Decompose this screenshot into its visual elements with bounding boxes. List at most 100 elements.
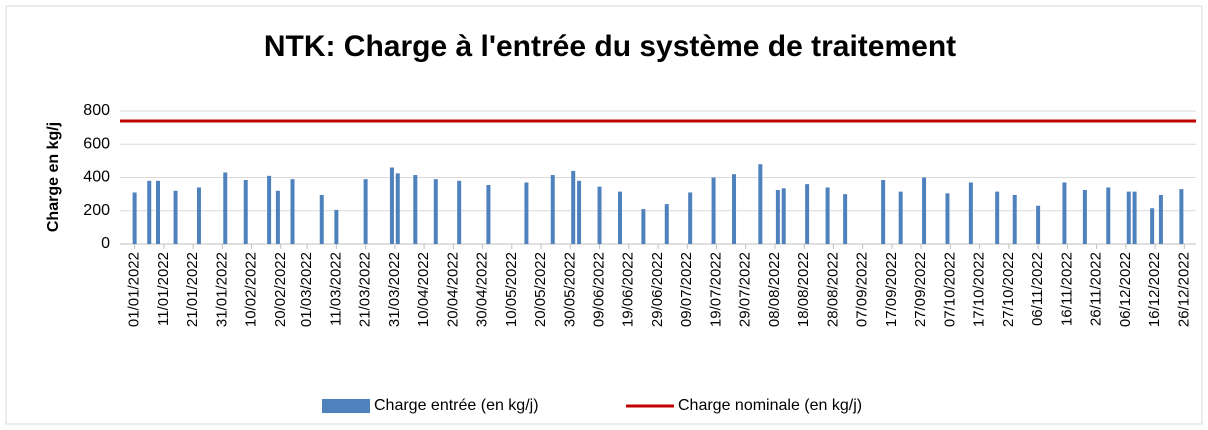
bar (775, 189, 780, 244)
bar (395, 173, 400, 244)
chart-title: NTK: Charge à l'entrée du système de tra… (264, 30, 956, 63)
x-tick-label: 16/11/2022 (1058, 252, 1075, 326)
x-tick-label: 10/04/2022 (415, 252, 432, 327)
x-tick-label: 30/04/2022 (474, 252, 491, 327)
bar (1062, 182, 1067, 244)
bar (1132, 191, 1137, 244)
bar (223, 172, 228, 244)
y-tick-label: 0 (101, 235, 110, 252)
y-axis-label: Charge en kg/j (45, 122, 62, 232)
x-tick-label: 01/01/2022 (126, 252, 143, 327)
bar (267, 175, 272, 244)
bar (1158, 194, 1163, 244)
x-tick-label: 21/01/2022 (184, 252, 201, 327)
bar (413, 175, 418, 244)
bar (290, 179, 295, 244)
bar (945, 193, 950, 244)
x-tick-label: 16/12/2022 (1146, 252, 1163, 327)
bar (457, 180, 462, 244)
x-tick-label: 10/05/2022 (503, 252, 520, 327)
bar (243, 179, 248, 244)
x-tick-label: 09/06/2022 (590, 252, 607, 327)
x-tick-label: 11/03/2022 (327, 252, 344, 326)
bar (805, 184, 810, 244)
x-tick-label: 17/09/2022 (883, 252, 900, 327)
bar (898, 191, 903, 244)
legend-swatch (322, 399, 370, 413)
bar (319, 194, 324, 244)
bar (156, 180, 161, 244)
legend-label: Charge nominale (en kg/j) (678, 397, 862, 414)
bar (843, 194, 848, 244)
x-tick-label: 19/06/2022 (620, 252, 637, 327)
bar (486, 184, 491, 244)
x-tick-label: 07/10/2022 (941, 252, 958, 327)
x-tick-label: 11/01/2022 (155, 252, 172, 326)
x-tick-label: 06/12/2022 (1117, 252, 1134, 327)
bar (711, 177, 716, 244)
x-tick-label: 09/07/2022 (678, 252, 695, 327)
legend-label: Charge entrée (en kg/j) (374, 397, 539, 414)
bar (922, 177, 927, 244)
x-tick-label: 30/05/2022 (561, 252, 578, 327)
bar (1106, 187, 1111, 244)
x-tick-label: 28/08/2022 (824, 252, 841, 327)
x-tick-label: 10/02/2022 (243, 252, 260, 327)
bar (641, 209, 646, 244)
bar (132, 192, 137, 244)
bar (173, 190, 178, 244)
bar (1082, 189, 1087, 244)
bar (389, 167, 394, 244)
bar (1179, 189, 1184, 244)
x-tick-label: 26/12/2022 (1175, 252, 1192, 327)
bar (664, 204, 669, 244)
x-tick-label: 21/03/2022 (357, 252, 374, 327)
bar (781, 188, 786, 244)
x-tick-label: 27/10/2022 (1000, 252, 1017, 327)
x-tick-label: 29/07/2022 (737, 252, 754, 327)
bar (825, 187, 830, 244)
bar (363, 179, 368, 244)
x-tick-label: 06/11/2022 (1029, 252, 1046, 326)
bar (1036, 205, 1041, 244)
x-tick-label: 18/08/2022 (795, 252, 812, 327)
y-tick-label: 600 (83, 135, 110, 152)
x-tick-label: 26/11/2022 (1088, 252, 1105, 326)
chart-frame (5, 5, 1203, 425)
bar (1150, 208, 1155, 244)
bar (550, 175, 555, 244)
bar (334, 209, 339, 244)
x-tick-label: 19/07/2022 (707, 252, 724, 327)
x-tick-label: 17/10/2022 (971, 252, 988, 327)
x-tick-label: 31/03/2022 (386, 252, 403, 327)
bar (1012, 194, 1017, 244)
bar (597, 186, 602, 244)
bar (275, 190, 280, 244)
bar (1126, 191, 1131, 244)
x-tick-label: 31/01/2022 (213, 252, 230, 327)
x-tick-label: 27/09/2022 (912, 252, 929, 327)
bar (968, 182, 973, 244)
bar (147, 180, 152, 244)
bar (881, 179, 886, 244)
bar (571, 170, 576, 244)
x-tick-label: 08/08/2022 (766, 252, 783, 327)
bar (524, 182, 529, 244)
bar (577, 180, 582, 244)
y-tick-label: 400 (83, 169, 110, 186)
x-tick-label: 20/05/2022 (532, 252, 549, 327)
x-tick-label: 20/02/2022 (272, 252, 289, 327)
x-tick-label: 07/09/2022 (854, 252, 871, 327)
x-tick-label: 01/03/2022 (298, 252, 315, 327)
x-tick-label: 20/04/2022 (444, 252, 461, 327)
bar (758, 164, 763, 244)
bar (995, 191, 1000, 244)
bar (732, 174, 737, 244)
bar (688, 192, 693, 244)
y-tick-label: 800 (83, 102, 110, 119)
bar (196, 187, 201, 244)
x-tick-label: 29/06/2022 (649, 252, 666, 327)
bar (617, 191, 622, 244)
y-tick-label: 200 (83, 202, 110, 219)
